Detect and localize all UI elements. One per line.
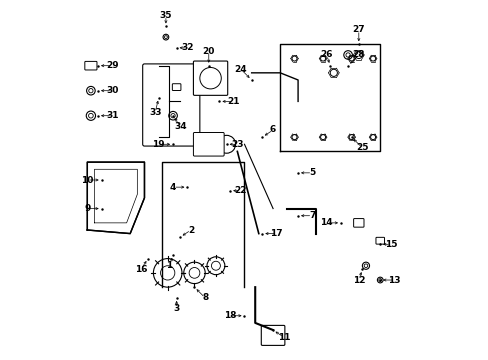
- Text: 34: 34: [174, 122, 186, 131]
- Text: 4: 4: [169, 183, 176, 192]
- Text: 16: 16: [134, 265, 147, 274]
- Text: 31: 31: [106, 111, 118, 120]
- Text: 8: 8: [202, 293, 208, 302]
- Polygon shape: [87, 162, 144, 234]
- Text: 3: 3: [173, 304, 180, 313]
- Text: 21: 21: [227, 97, 240, 106]
- Text: 15: 15: [384, 240, 396, 249]
- Text: 19: 19: [152, 140, 165, 149]
- Text: 20: 20: [202, 47, 215, 56]
- Text: 33: 33: [149, 108, 161, 117]
- Text: 5: 5: [308, 168, 315, 177]
- Text: 25: 25: [355, 143, 368, 152]
- Text: 17: 17: [270, 229, 283, 238]
- FancyBboxPatch shape: [261, 325, 285, 345]
- Text: 2: 2: [187, 225, 194, 234]
- Text: 6: 6: [269, 126, 276, 135]
- Text: 30: 30: [106, 86, 118, 95]
- Text: 10: 10: [81, 176, 93, 185]
- Text: 9: 9: [84, 204, 90, 213]
- Text: 7: 7: [308, 211, 315, 220]
- Text: 29: 29: [106, 61, 119, 70]
- FancyBboxPatch shape: [193, 61, 227, 95]
- Text: 27: 27: [352, 26, 365, 35]
- FancyBboxPatch shape: [142, 64, 200, 146]
- Text: 28: 28: [352, 50, 365, 59]
- Text: 26: 26: [320, 50, 332, 59]
- Text: 35: 35: [160, 11, 172, 20]
- Text: 14: 14: [320, 219, 332, 228]
- FancyBboxPatch shape: [193, 132, 224, 156]
- Text: 12: 12: [352, 275, 365, 284]
- Text: 32: 32: [181, 43, 193, 52]
- Text: 22: 22: [234, 186, 246, 195]
- Text: 18: 18: [224, 311, 236, 320]
- Text: 13: 13: [387, 275, 400, 284]
- Text: 11: 11: [277, 333, 289, 342]
- Text: 23: 23: [231, 140, 243, 149]
- Text: 1: 1: [166, 261, 172, 270]
- Text: 24: 24: [234, 65, 247, 74]
